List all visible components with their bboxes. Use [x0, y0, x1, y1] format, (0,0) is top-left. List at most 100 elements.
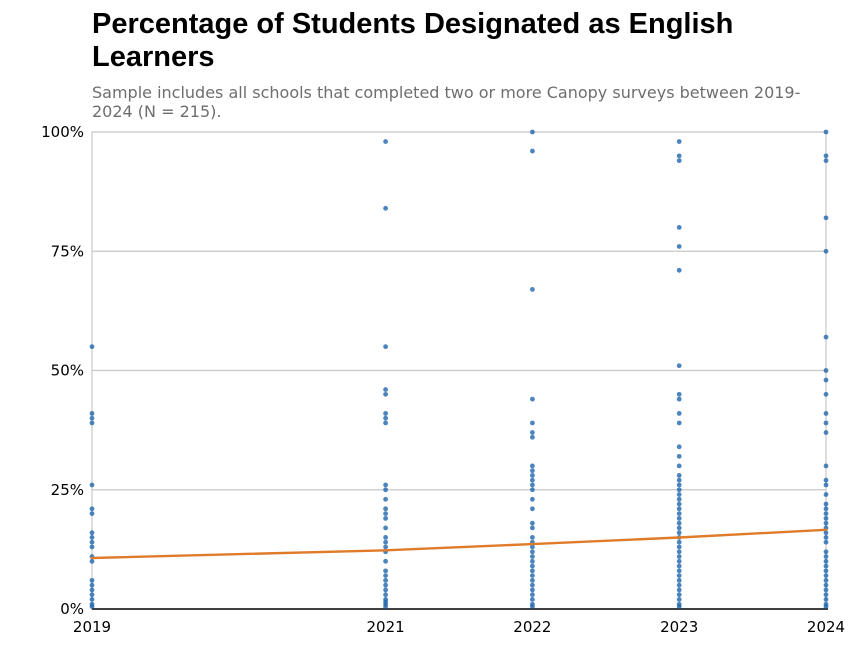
data-point	[676, 544, 682, 550]
data-point	[823, 158, 829, 164]
data-point	[823, 563, 829, 569]
data-point	[383, 573, 388, 579]
data-point	[530, 573, 535, 579]
trend-line	[90, 528, 828, 560]
data-point	[676, 573, 682, 579]
data-point	[530, 148, 535, 154]
data-point	[89, 539, 95, 545]
data-point	[530, 487, 535, 493]
data-point	[676, 587, 682, 593]
data-point	[530, 434, 535, 440]
data-point	[676, 601, 682, 607]
data-point	[823, 535, 829, 540]
data-point	[383, 487, 388, 493]
data-point	[530, 582, 535, 588]
x-tick-label: 2023	[660, 618, 698, 636]
data-point	[89, 577, 95, 583]
data-point	[383, 415, 388, 421]
y-tick-label: 0%	[60, 600, 84, 618]
data-point	[89, 344, 95, 350]
data-point	[676, 363, 682, 369]
data-point	[89, 535, 95, 540]
data-point	[530, 420, 535, 426]
data-point	[383, 205, 388, 211]
data-point	[823, 539, 829, 545]
data-point	[530, 525, 535, 531]
data-point	[676, 520, 682, 526]
data-point	[383, 587, 388, 593]
data-point	[89, 415, 95, 421]
data-point	[676, 582, 682, 588]
data-point	[676, 391, 682, 397]
data-point	[676, 492, 682, 497]
data-point	[383, 496, 388, 502]
data-point	[823, 511, 829, 516]
x-tick-label: 2022	[513, 618, 551, 636]
data-point	[89, 482, 95, 488]
data-point	[676, 396, 682, 402]
data-point	[530, 496, 535, 502]
data-point	[676, 506, 682, 512]
data-point	[676, 563, 682, 569]
data-point	[823, 377, 829, 383]
data-point	[823, 577, 829, 583]
data-point	[823, 520, 829, 526]
data-point	[823, 368, 829, 373]
data-point	[823, 248, 829, 254]
data-point	[383, 511, 388, 516]
data-point	[530, 506, 535, 512]
data-point	[89, 592, 95, 598]
y-tick-label: 100%	[41, 123, 84, 141]
data-point	[676, 511, 682, 516]
data-point	[530, 549, 535, 555]
data-point	[89, 530, 95, 536]
data-point	[383, 391, 388, 397]
data-point	[530, 558, 535, 564]
data-point	[383, 568, 388, 574]
data-point	[530, 577, 535, 583]
data-point	[530, 520, 535, 526]
data-point	[823, 506, 829, 512]
data-point	[89, 411, 95, 416]
data-point	[823, 501, 829, 507]
data-point	[530, 554, 535, 559]
data-point	[823, 411, 829, 416]
data-point	[823, 592, 829, 598]
x-tick-label: 2019	[73, 618, 111, 636]
data-point	[530, 473, 535, 478]
data-point	[530, 563, 535, 569]
data-point	[823, 430, 829, 435]
data-point	[823, 597, 829, 602]
data-point	[823, 420, 829, 426]
x-tick-label: 2024	[807, 618, 845, 636]
data-point	[823, 549, 829, 555]
data-point	[383, 420, 388, 426]
data-point	[676, 597, 682, 602]
data-point	[530, 287, 535, 292]
data-point	[89, 601, 95, 607]
y-tick-label: 25%	[51, 481, 84, 499]
data-point	[676, 420, 682, 426]
data-point	[383, 482, 388, 488]
data-point	[823, 129, 829, 135]
data-point	[383, 539, 388, 545]
chart-title: Percentage of Students Designated as Eng…	[92, 8, 734, 73]
data-point	[383, 515, 388, 521]
data-point	[823, 573, 829, 579]
data-point	[89, 582, 95, 588]
data-point	[676, 568, 682, 574]
data-point	[530, 463, 535, 469]
data-point	[530, 129, 535, 135]
data-point	[676, 501, 682, 507]
data-point	[89, 587, 95, 593]
data-point	[676, 549, 682, 555]
data-point	[89, 597, 95, 602]
data-point	[89, 420, 95, 426]
data-point	[383, 558, 388, 564]
data-point	[823, 530, 829, 536]
data-point	[823, 582, 829, 588]
data-point	[823, 391, 829, 397]
data-point	[89, 506, 95, 512]
data-point	[823, 153, 829, 159]
